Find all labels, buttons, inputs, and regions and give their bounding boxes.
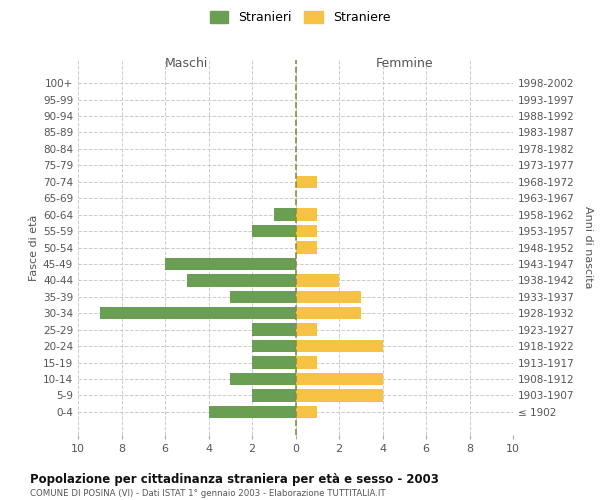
- Text: Maschi: Maschi: [165, 57, 208, 70]
- Bar: [296, 290, 361, 303]
- Bar: [252, 356, 296, 368]
- Bar: [252, 340, 296, 352]
- Bar: [296, 242, 317, 254]
- Bar: [230, 290, 296, 303]
- Legend: Stranieri, Straniere: Stranieri, Straniere: [209, 11, 391, 24]
- Y-axis label: Anni di nascita: Anni di nascita: [583, 206, 593, 289]
- Bar: [100, 307, 296, 320]
- Bar: [252, 324, 296, 336]
- Bar: [296, 324, 317, 336]
- Text: COMUNE DI POSINA (VI) - Dati ISTAT 1° gennaio 2003 - Elaborazione TUTTITALIA.IT: COMUNE DI POSINA (VI) - Dati ISTAT 1° ge…: [30, 489, 386, 498]
- Bar: [187, 274, 296, 286]
- Bar: [296, 208, 317, 221]
- Bar: [296, 406, 317, 418]
- Bar: [296, 307, 361, 320]
- Bar: [230, 373, 296, 385]
- Bar: [209, 406, 296, 418]
- Bar: [296, 274, 339, 286]
- Bar: [252, 225, 296, 237]
- Bar: [296, 340, 383, 352]
- Bar: [296, 356, 317, 368]
- Bar: [296, 176, 317, 188]
- Bar: [296, 225, 317, 237]
- Bar: [296, 389, 383, 402]
- Bar: [296, 373, 383, 385]
- Bar: [274, 208, 296, 221]
- Text: Popolazione per cittadinanza straniera per età e sesso - 2003: Popolazione per cittadinanza straniera p…: [30, 472, 439, 486]
- Bar: [165, 258, 296, 270]
- Bar: [252, 389, 296, 402]
- Y-axis label: Fasce di età: Fasce di età: [29, 214, 39, 280]
- Text: Femmine: Femmine: [376, 57, 433, 70]
